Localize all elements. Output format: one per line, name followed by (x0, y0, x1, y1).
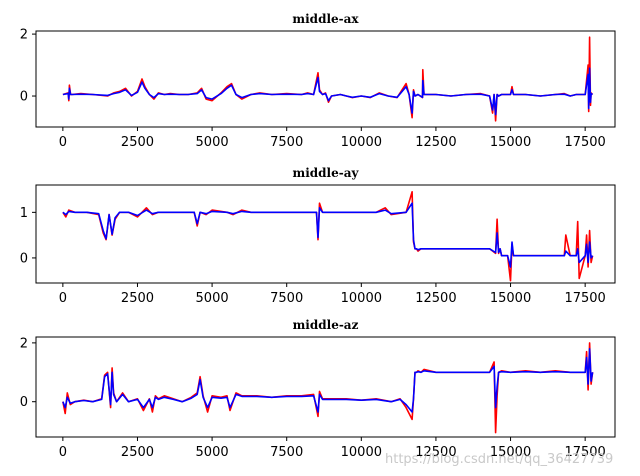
y-tick-label: 2 (20, 336, 28, 351)
chart-panels: middle-ax0 2500 5000 7500 10000 12500 15000 175… (20, 12, 616, 460)
series-line-2 (62, 67, 594, 116)
x-tick-label: 0 (59, 445, 67, 460)
x-tick-label: 12500 (415, 291, 456, 306)
series-line-2 (62, 347, 594, 413)
x-tick-label: 5000 (196, 445, 229, 460)
axes-frame (35, 184, 616, 284)
series-line-1 (62, 36, 594, 122)
y-tick-label: 0 (20, 251, 28, 266)
x-tick-label: 12500 (415, 445, 456, 460)
panel-middle-ax: middle-ax 0 2500 5000 7500 10000 12500 15000 175… (20, 12, 616, 150)
y-tick-label: 1 (20, 206, 28, 221)
x-tick-label: 7500 (270, 445, 303, 460)
x-tick-label: 10000 (341, 291, 382, 306)
panel-middle-ay: middle-ay 0 2500 5000 7500 10000 12500 15000 175… (20, 166, 616, 306)
y-tick-label: 0 (20, 395, 28, 410)
x-tick-label: 12500 (415, 135, 456, 150)
axes-frame (35, 30, 616, 128)
x-tick-label: 7500 (270, 135, 303, 150)
panel-middle-az: middle-az 0 2500 5000 7500 10000 12500 15000 175… (20, 318, 616, 460)
x-tick-label: 17500 (564, 445, 605, 460)
x-tick-label: 10000 (341, 445, 382, 460)
x-tick-label: 5000 (196, 291, 229, 306)
x-tick-label: 2500 (121, 291, 154, 306)
series-line-1 (62, 191, 594, 282)
y-tick-label: 2 (20, 28, 28, 43)
panel-title: middle-ay (293, 166, 360, 180)
series-line-2 (62, 202, 594, 268)
y-tick-label: 0 (20, 90, 28, 105)
x-tick-label: 2500 (121, 445, 154, 460)
series-line-1 (62, 342, 594, 434)
x-tick-label: 0 (59, 135, 67, 150)
x-tick-label: 0 (59, 291, 67, 306)
axes-frame (35, 336, 616, 438)
watermark: https://blog.csdn.net/qq_36427739 (385, 452, 613, 467)
panel-title: middle-az (293, 318, 359, 332)
x-tick-label: 5000 (196, 135, 229, 150)
x-tick-label: 17500 (564, 135, 605, 150)
x-tick-label: 15000 (490, 291, 531, 306)
x-tick-label: 15000 (490, 135, 531, 150)
x-tick-label: 10000 (341, 135, 382, 150)
x-tick-label: 15000 (490, 445, 531, 460)
x-tick-label: 7500 (270, 291, 303, 306)
x-tick-label: 2500 (121, 135, 154, 150)
x-tick-label: 17500 (564, 291, 605, 306)
panel-title: middle-ax (292, 12, 359, 26)
